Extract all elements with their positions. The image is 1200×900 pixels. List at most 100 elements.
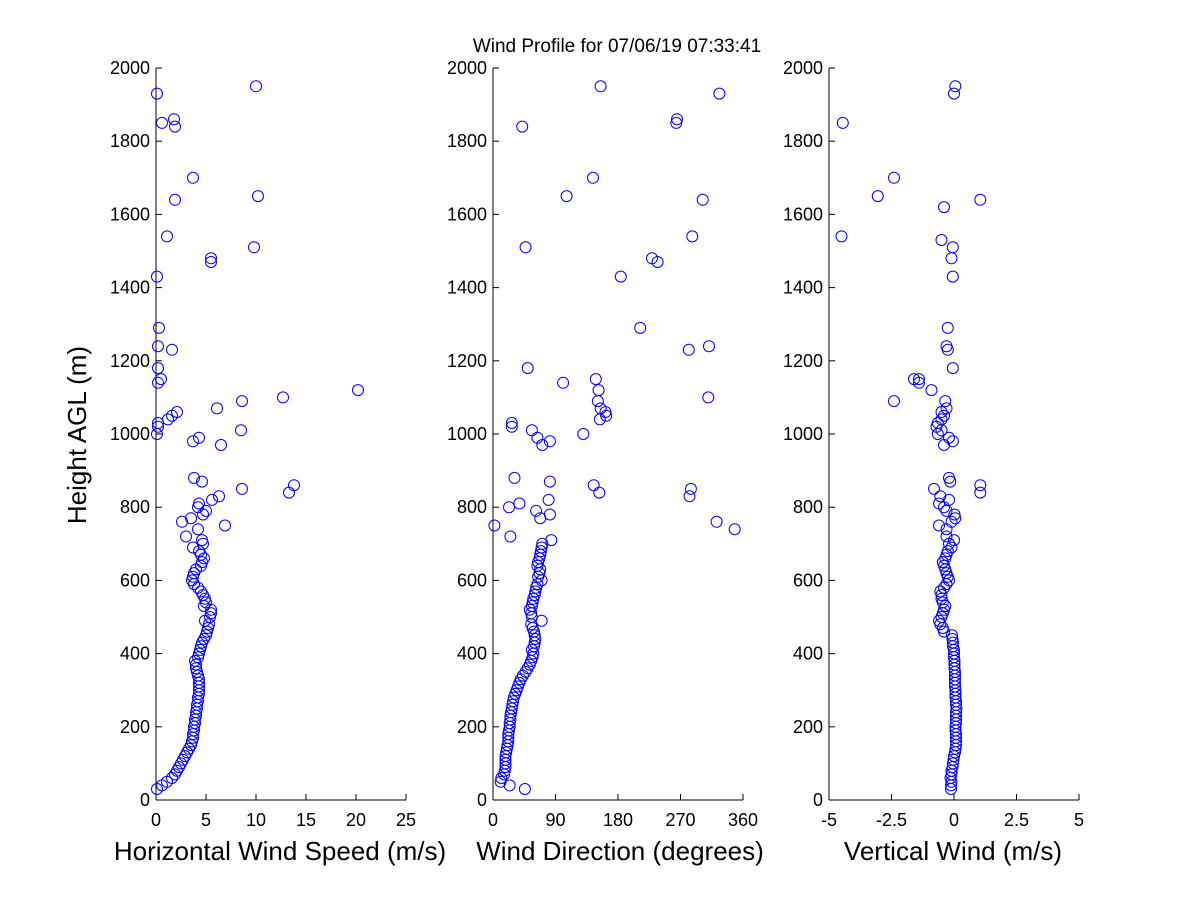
data-point (530, 504, 543, 517)
x-tick-label: 0 (949, 810, 959, 830)
data-point (543, 508, 556, 521)
data-point (152, 362, 164, 375)
data-point (946, 633, 959, 645)
figure-title: Wind Profile for 07/06/19 07:33:41 (473, 36, 761, 57)
data-point (169, 120, 181, 133)
data-point (940, 402, 953, 415)
data-point (670, 116, 683, 129)
data-point (151, 270, 163, 283)
x-tick-label: 2.5 (1004, 810, 1029, 830)
x-tick-label: 5 (201, 810, 211, 830)
data-point (728, 523, 741, 536)
data-point (888, 395, 900, 408)
data-point (614, 270, 627, 283)
data-point (248, 241, 260, 254)
data-point (974, 479, 987, 492)
data-point (682, 343, 695, 356)
data-point (925, 384, 938, 397)
data-point (940, 530, 953, 543)
data-point (592, 384, 605, 397)
data-point (196, 475, 208, 488)
data-point (938, 201, 950, 214)
data-point (528, 629, 541, 642)
data-point (508, 471, 521, 484)
data-point (519, 241, 532, 254)
y-tick-label: 1000 (110, 424, 150, 444)
data-point (543, 435, 556, 448)
data-point (683, 490, 696, 503)
vertical-x-axis-label: Vertical Wind (m/s) (844, 836, 1062, 866)
data-point (934, 490, 947, 503)
y-tick-label: 1800 (783, 131, 823, 151)
data-point (587, 479, 600, 492)
x-tick-label: 90 (545, 810, 565, 830)
x-tick-label: 20 (346, 810, 366, 830)
data-point (531, 559, 544, 572)
data-point (713, 87, 726, 100)
y-tick-label: 200 (793, 717, 823, 737)
data-point (646, 252, 658, 265)
data-point (710, 515, 723, 528)
data-point (518, 783, 531, 795)
data-point (169, 193, 181, 206)
x-tick-label: 0 (488, 810, 498, 830)
data-point (161, 230, 173, 243)
data-point (945, 541, 958, 554)
data-point (187, 435, 199, 448)
data-point (835, 230, 848, 243)
data-point (219, 519, 231, 532)
data-point (671, 113, 683, 126)
data-point (943, 493, 955, 506)
data-point (939, 395, 952, 408)
data-point (534, 545, 547, 558)
data-point (594, 402, 607, 415)
data-point (513, 497, 526, 510)
data-point (525, 424, 538, 437)
y-tick-label: 1400 (447, 278, 487, 298)
data-point (211, 402, 223, 415)
y-tick-label: 1800 (447, 131, 487, 151)
data-point (495, 772, 508, 784)
data-point (934, 585, 947, 598)
data-point (195, 585, 207, 598)
y-tick-label: 1000 (783, 424, 823, 444)
data-point (946, 241, 959, 254)
data-point (949, 80, 962, 93)
data-point (505, 420, 518, 433)
data-point (940, 504, 953, 517)
data-point (192, 523, 204, 536)
x-tick-label: 25 (396, 810, 416, 830)
x-tick-label: 0 (151, 810, 161, 830)
data-point (526, 596, 539, 609)
data-point (974, 193, 987, 206)
data-point (946, 435, 959, 448)
data-point (152, 340, 164, 353)
data-point (587, 171, 599, 184)
data-point (192, 581, 204, 594)
data-point (941, 545, 954, 558)
data-point (205, 256, 217, 268)
data-point (213, 490, 225, 503)
data-point (545, 534, 558, 547)
y-tick-label: 1400 (110, 278, 150, 298)
data-point (888, 171, 900, 184)
y-tick-label: 800 (120, 497, 150, 517)
vertical-wind-panel: Vertical Wind (m/s) 0 200 400 600 800 1000 120… (783, 58, 1084, 866)
data-point (943, 431, 955, 444)
data-point (594, 80, 607, 93)
data-point (946, 270, 959, 283)
data-point (156, 116, 168, 129)
data-point (941, 321, 954, 334)
y-tick-label: 600 (457, 570, 487, 590)
data-point (703, 340, 715, 353)
data-point (185, 512, 197, 525)
data-point (151, 87, 163, 100)
data-point (940, 340, 953, 353)
y-tick-label: 0 (813, 790, 823, 810)
data-point (153, 321, 165, 334)
data-point (948, 508, 961, 521)
data-point (193, 431, 205, 444)
data-point (557, 376, 570, 389)
data-point (908, 373, 920, 386)
data-point (529, 585, 542, 598)
